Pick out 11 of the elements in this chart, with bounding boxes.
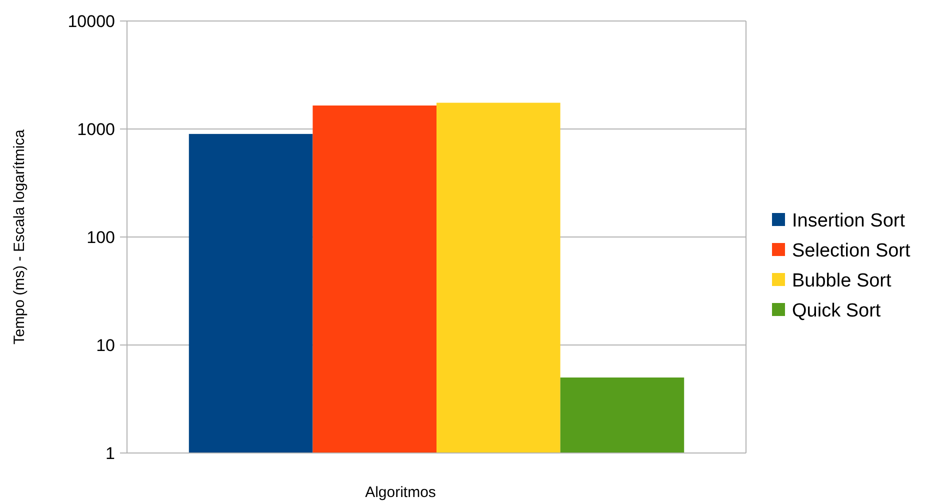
y-tick-label: 1000 xyxy=(77,120,115,139)
y-tick-label: 10 xyxy=(96,336,115,355)
y-axis-title: Tempo (ms) - Escala logarítmica xyxy=(11,128,28,345)
y-tick-label: 10000 xyxy=(68,12,115,31)
y-tick-label: 100 xyxy=(86,228,115,247)
legend-label: Insertion Sort xyxy=(792,210,906,232)
legend-label: Selection Sort xyxy=(792,240,912,262)
legend-label: Quick Sort xyxy=(792,300,882,322)
y-tick-label: 1 xyxy=(106,444,115,463)
legend-label: Bubble Sort xyxy=(792,270,892,292)
x-axis-title: Algoritmos xyxy=(365,484,436,501)
